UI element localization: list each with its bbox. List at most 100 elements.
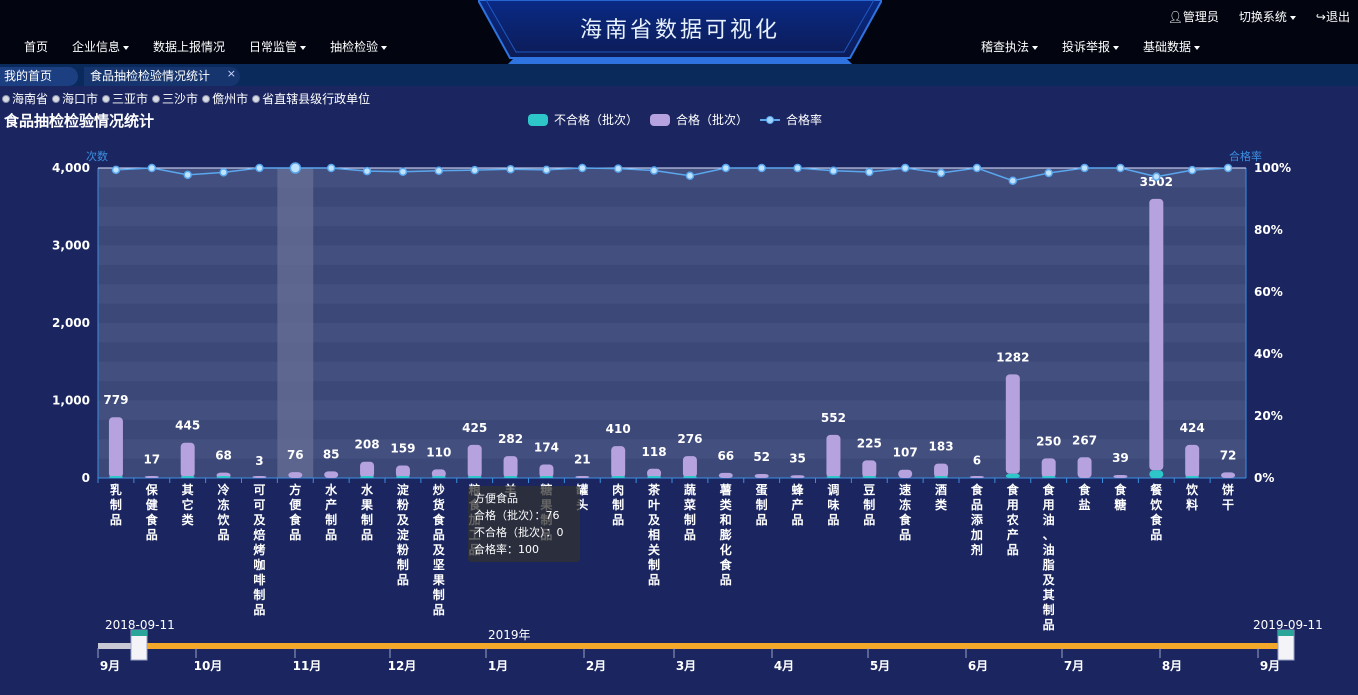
bar-data-label: 552 [821, 411, 846, 425]
x-category-label: 方便食品 [288, 482, 302, 542]
nav-home[interactable]: 首页 [12, 38, 60, 55]
region-option[interactable]: 海南省 [2, 90, 48, 107]
logout-link[interactable]: ↪退出 [1316, 8, 1350, 25]
bar-data-label: 76 [287, 448, 304, 462]
bar-qualified [718, 472, 733, 478]
radio-button[interactable] [252, 94, 261, 103]
bar-qualified [324, 471, 339, 478]
legend-swatch [528, 113, 548, 126]
rate-point [972, 163, 982, 173]
bar-unqualified [647, 476, 662, 478]
nav-daily-supervision[interactable]: 日常监管 [237, 38, 318, 55]
region-option[interactable]: 三沙市 [152, 90, 198, 107]
rate-point [470, 165, 479, 175]
legend-swatch [650, 113, 671, 126]
tab-my-home[interactable]: 我的首页 [0, 67, 78, 86]
bar-unqualified [611, 476, 626, 478]
x-category-label: 水果制品 [360, 482, 374, 542]
bar-data-label: 110 [426, 445, 451, 459]
bar-data-label: 107 [893, 446, 918, 460]
bar-unqualified [934, 476, 949, 478]
legend-unqualified[interactable]: 不合格（批次） [528, 111, 638, 128]
nav-complaints[interactable]: 投诉举报 [1050, 38, 1131, 55]
region-option[interactable]: 省直辖县级行政单位 [252, 90, 370, 107]
x-category-label: 蛋制品 [756, 483, 768, 527]
caret-down-icon [381, 45, 388, 50]
rate-point [434, 166, 444, 176]
switch-system-label: 切换系统 [1238, 10, 1287, 24]
bar-qualified [754, 473, 769, 478]
title-frame-decoration [478, 0, 882, 64]
nav-home-label: 首页 [24, 40, 49, 54]
bar-data-label: 282 [498, 432, 523, 446]
region-label: 省直辖县级行政单位 [262, 92, 371, 106]
rate-point [398, 167, 408, 176]
bar-qualified [108, 417, 123, 478]
bar-unqualified [826, 476, 841, 478]
y-right-tick-label: 100% [1254, 161, 1291, 175]
bar-qualified [611, 446, 626, 478]
switch-system-link[interactable]: 切换系统 [1239, 8, 1296, 25]
close-icon[interactable]: × [226, 67, 236, 80]
bar-unqualified [180, 476, 195, 478]
admin-link[interactable]: 👤︎管理员 [1168, 8, 1219, 25]
radio-button[interactable] [52, 94, 61, 103]
rate-point [289, 162, 302, 174]
bar-qualified [503, 456, 518, 478]
nav-inspection-enforcement[interactable]: 稽查执法 [969, 38, 1050, 55]
region-option[interactable]: 三亚市 [102, 90, 148, 107]
x-category-label: 保健食品 [145, 482, 159, 542]
timeline-year-label: 2019年 [488, 628, 531, 642]
y-right-tick-label: 80% [1254, 223, 1283, 237]
bar-data-label: 250 [1036, 434, 1061, 448]
nav-data-report[interactable]: 数据上报情况 [141, 38, 237, 55]
y-right-tick-label: 20% [1254, 409, 1283, 423]
legend-rate-label: 合格率 [786, 113, 823, 127]
radio-button[interactable] [152, 94, 161, 103]
legend-rate[interactable]: 合格率 [760, 111, 822, 128]
bar-unqualified [1185, 476, 1200, 478]
x-category-label: 蔬菜制品 [683, 482, 696, 542]
rate-point [900, 163, 910, 173]
bar-data-label: 267 [1072, 433, 1097, 447]
caret-down-icon [123, 45, 130, 50]
x-category-label: 乳制品 [110, 482, 122, 527]
rate-point [1008, 176, 1018, 185]
x-category-label: 酒类 [935, 483, 948, 512]
rate-point [326, 163, 336, 173]
radio-button[interactable] [2, 94, 10, 103]
y-left-tick-label: 1,000 [52, 394, 90, 408]
region-option[interactable]: 海口市 [52, 90, 98, 107]
x-category-label: 粮食加工品 [468, 482, 482, 557]
bar-qualified [1041, 458, 1056, 478]
caret-down-icon [1289, 15, 1296, 20]
radio-button[interactable] [102, 94, 111, 103]
top-navbar: 首页 企业信息 数据上报情况 日常监管 抽检检验 海南省数据可视化 稽查执法 投… [0, 0, 1358, 64]
region-label: 儋州市 [212, 92, 249, 106]
nav-sampling[interactable]: 抽检检验 [318, 38, 399, 55]
chart-area[interactable]: 次数 合格率4,0003,0002,0001,0000100%80%60%40%2… [0, 140, 1358, 695]
nav-sampling-label: 抽检检验 [330, 40, 379, 54]
nav-enterprise-label: 企业信息 [72, 40, 121, 54]
y-left-axis-title: 次数 [86, 149, 108, 163]
bar-qualified [969, 476, 984, 478]
nav-basic-data[interactable]: 基础数据 [1131, 38, 1212, 55]
nav-enterprise[interactable]: 企业信息 [60, 38, 141, 55]
legend-qualified-label: 合格（批次） [676, 113, 749, 127]
region-option[interactable]: 儋州市 [202, 90, 248, 107]
admin-label: 管理员 [1182, 10, 1219, 24]
legend-qualified[interactable]: 合格（批次） [650, 111, 748, 128]
rate-point [362, 166, 372, 176]
bar-data-label: 183 [929, 440, 954, 454]
bar-data-label: 3502 [1140, 175, 1173, 189]
y-left-tick-label: 3,000 [52, 239, 90, 253]
legend-unqualified-label: 不合格（批次） [554, 113, 639, 127]
tab-food-sampling-stats[interactable]: 食品抽检检验情况统计 × [84, 67, 240, 86]
rate-point [721, 163, 731, 173]
timeline-month-label: 5月 [870, 659, 890, 673]
grid-band [98, 400, 1246, 420]
bar-qualified [288, 472, 303, 478]
x-category-label: 食品添加剂 [970, 482, 984, 557]
radio-button[interactable] [202, 94, 211, 103]
x-category-label: 食用农产品 [1006, 482, 1020, 557]
